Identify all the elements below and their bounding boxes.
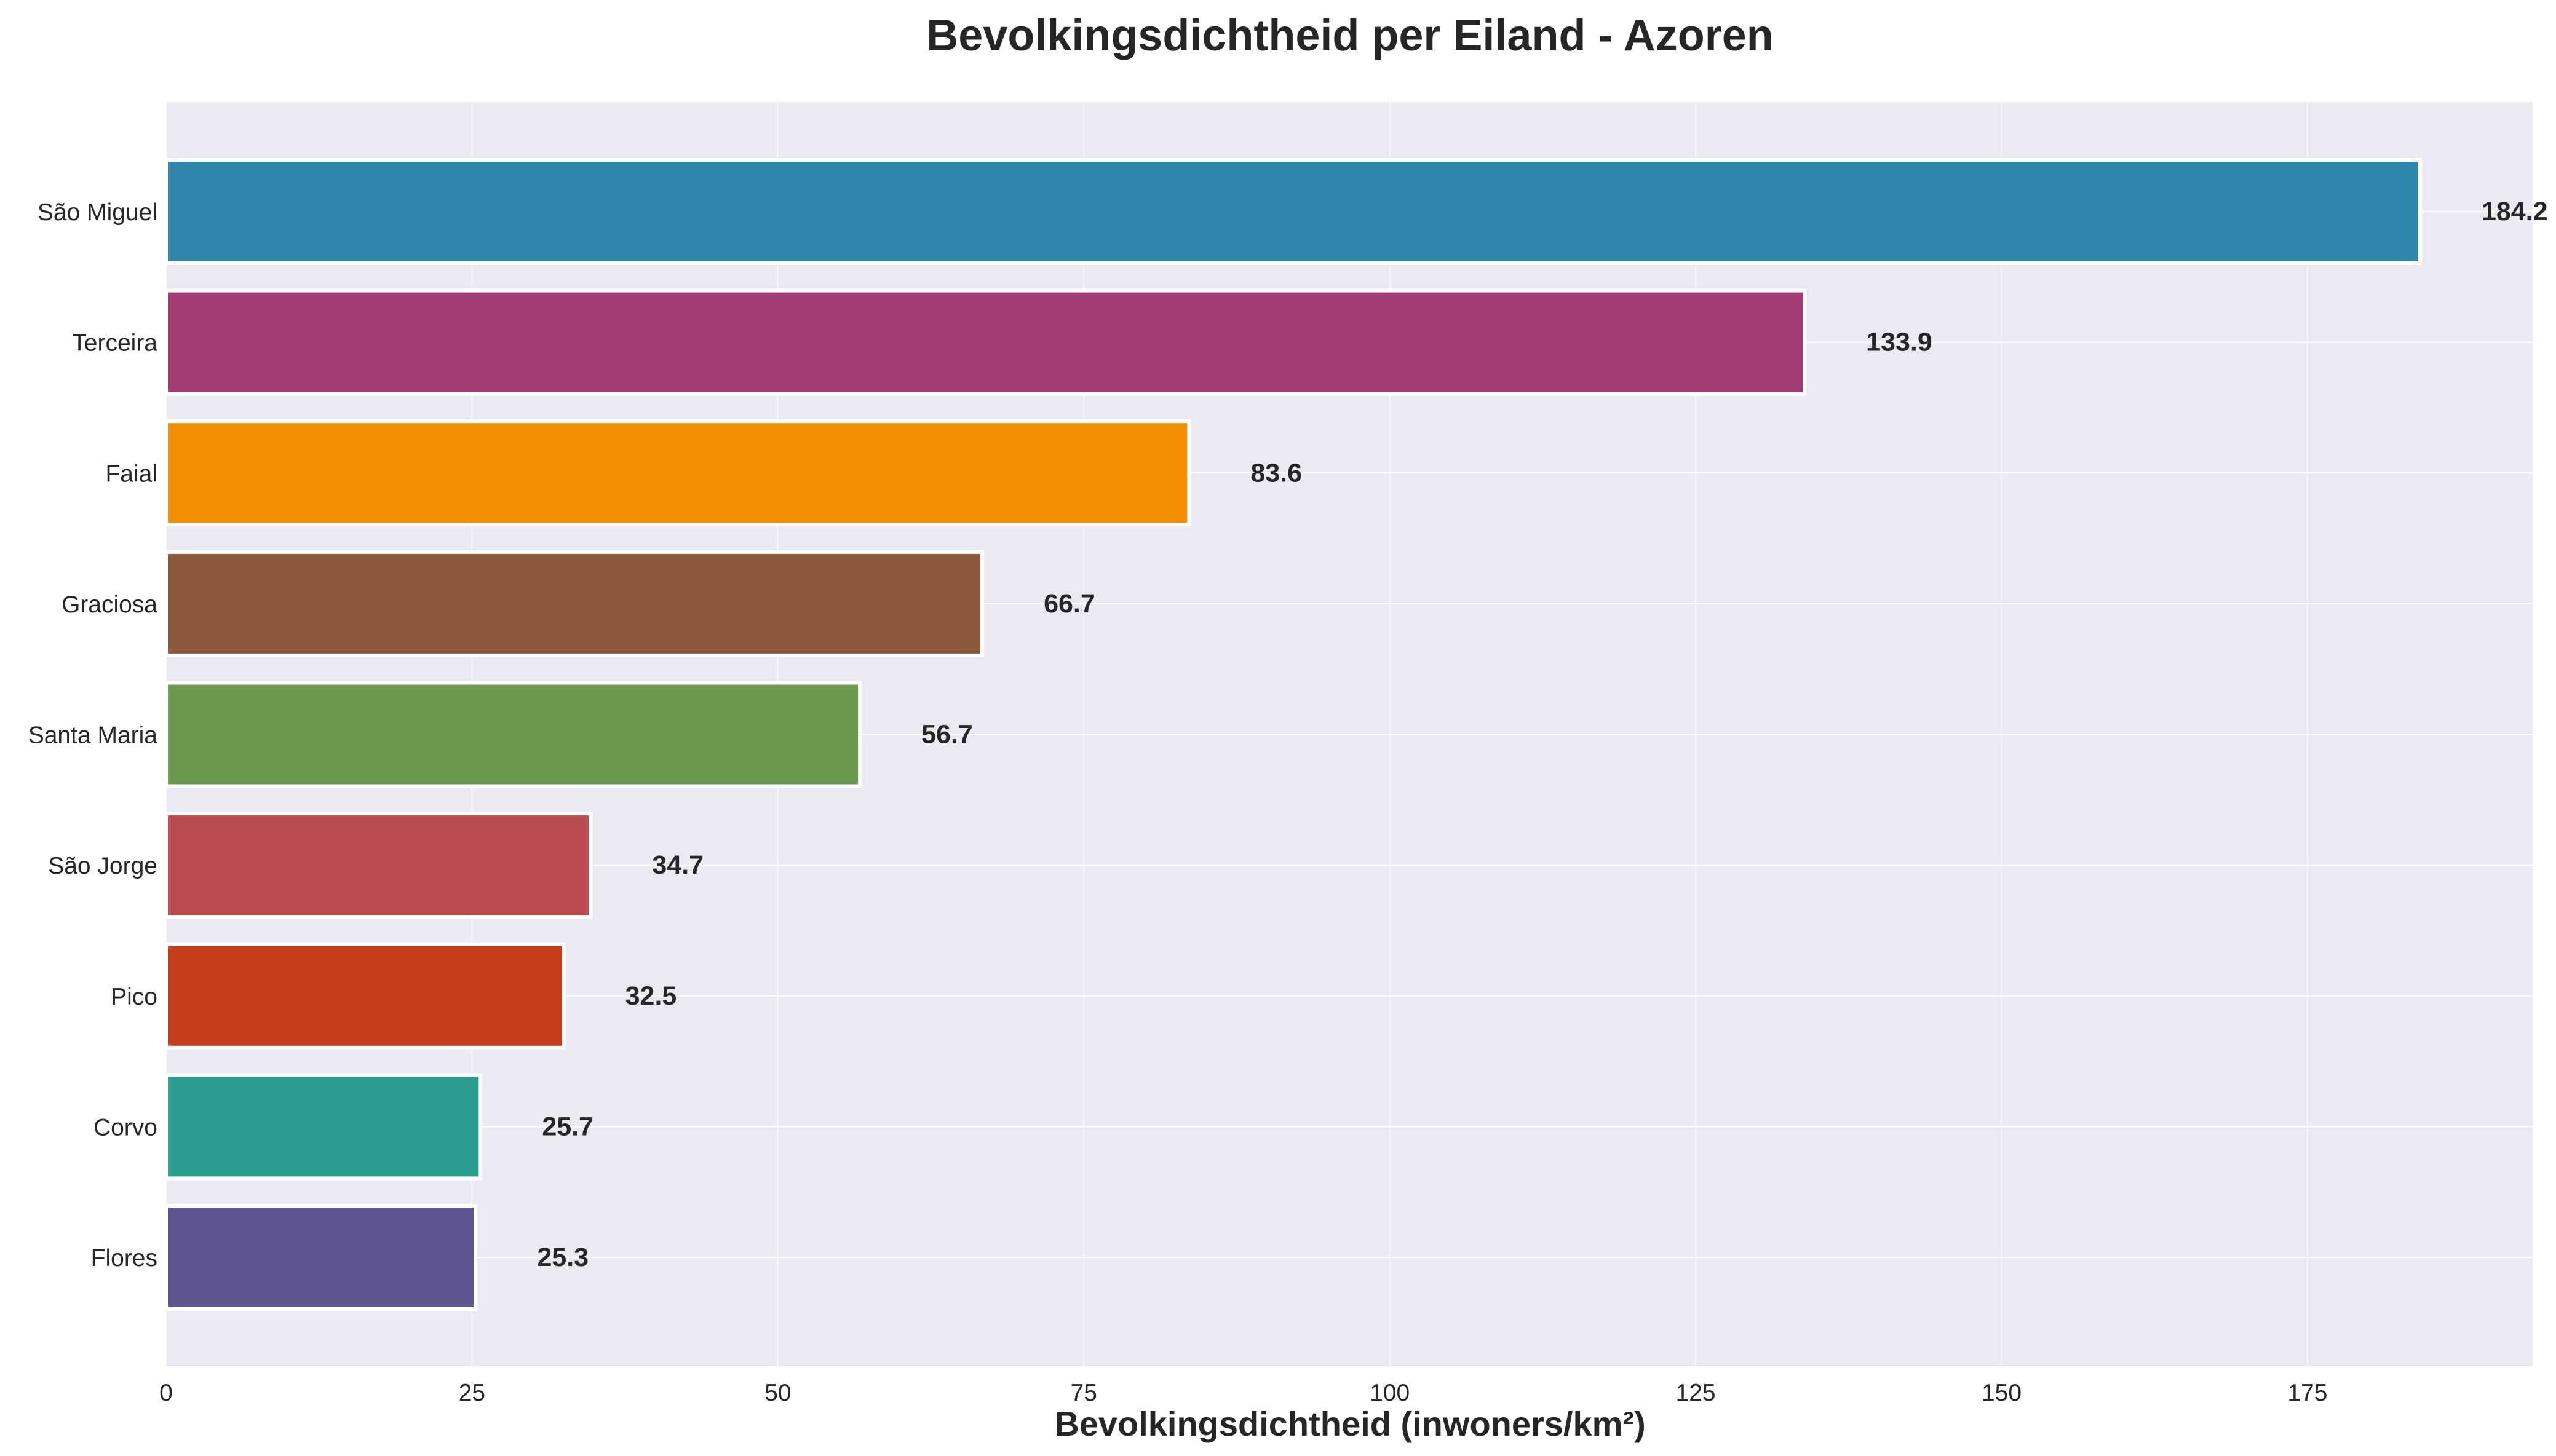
- x-tick-label: 75: [1071, 1380, 1097, 1406]
- chart-title: Bevolkingsdichtheid per Eiland - Azoren: [926, 11, 1774, 60]
- data-label: 32.5: [625, 981, 677, 1011]
- data-label: 66.7: [1044, 589, 1095, 619]
- y-tick-label: Pico: [111, 984, 157, 1010]
- bar: [164, 812, 593, 919]
- x-tick-label: 0: [159, 1380, 173, 1406]
- data-label: 25.7: [542, 1112, 593, 1141]
- data-label: 56.7: [921, 720, 973, 750]
- y-tick-label: Faial: [105, 461, 157, 487]
- x-axis-label: Bevolkingsdichtheid (inwoners/km²): [1054, 1404, 1645, 1443]
- data-label: 184.2: [2482, 197, 2548, 226]
- y-tick-label: Terceira: [72, 330, 157, 357]
- x-tick-label: 150: [1982, 1380, 2022, 1406]
- y-tick-label: São Miguel: [38, 199, 157, 226]
- y-tick-label: Flores: [91, 1245, 157, 1272]
- y-tick-label: Corvo: [93, 1114, 157, 1141]
- y-tick-label: Graciosa: [62, 592, 157, 618]
- x-tick-label: 175: [2287, 1380, 2327, 1406]
- x-tick-label: 100: [1370, 1380, 1410, 1406]
- bar: [164, 681, 862, 788]
- bar: [164, 419, 1191, 527]
- x-tick-label: 125: [1676, 1380, 1716, 1406]
- data-label: 133.9: [1866, 328, 1932, 357]
- bar: [164, 942, 566, 1050]
- plot-area: São Miguel 184.2 Terceira 133.9 Faial 83.6 Gra…: [28, 102, 2548, 1406]
- bar: [164, 158, 2422, 265]
- x-tick-label: 50: [764, 1380, 791, 1406]
- x-tick-label: 25: [459, 1380, 485, 1406]
- data-label: 34.7: [652, 850, 704, 880]
- data-label: 83.6: [1250, 458, 1302, 488]
- bar: [164, 1204, 478, 1311]
- y-tick-label: Santa Maria: [28, 722, 158, 749]
- bar: [164, 550, 985, 657]
- bar: [164, 288, 1807, 396]
- bar: [164, 1073, 483, 1181]
- data-label: 25.3: [537, 1243, 589, 1272]
- y-tick-label: São Jorge: [48, 853, 157, 879]
